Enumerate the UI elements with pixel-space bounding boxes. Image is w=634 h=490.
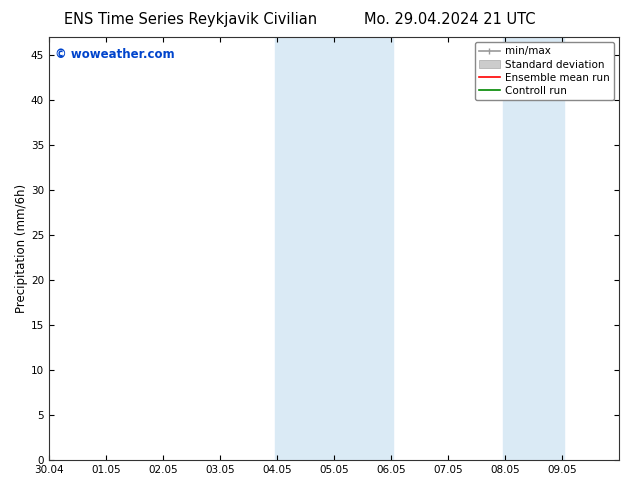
Text: ENS Time Series Reykjavik Civilian: ENS Time Series Reykjavik Civilian — [63, 12, 317, 27]
Bar — [306, 37, 392, 460]
Bar — [533, 37, 564, 460]
Legend: min/max, Standard deviation, Ensemble mean run, Controll run: min/max, Standard deviation, Ensemble me… — [475, 42, 614, 100]
Y-axis label: Precipitation (mm/6h): Precipitation (mm/6h) — [15, 184, 28, 313]
Text: © woweather.com: © woweather.com — [55, 48, 174, 61]
Text: Mo. 29.04.2024 21 UTC: Mo. 29.04.2024 21 UTC — [365, 12, 536, 27]
Bar — [503, 37, 533, 460]
Bar — [275, 37, 306, 460]
